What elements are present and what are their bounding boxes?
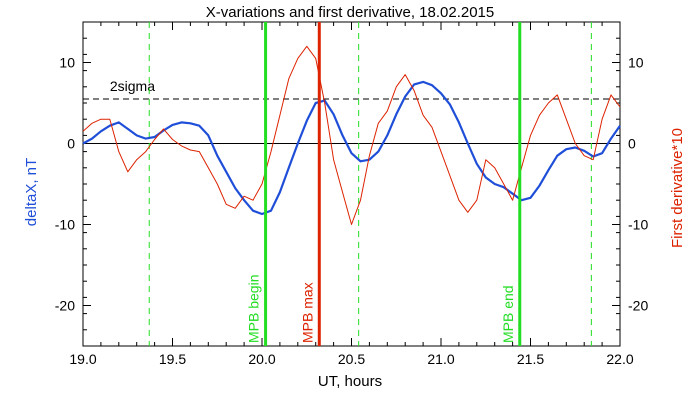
- y-tick-label-right: -20: [628, 298, 648, 314]
- y-tick-label-left: -10: [55, 217, 75, 233]
- chart-title: X-variations and first derivative, 18.02…: [206, 4, 495, 21]
- y-tick-label-right: 0: [628, 136, 636, 152]
- marker-label: MPB begin: [246, 275, 262, 343]
- chart-marks: 2sigma MPB begin MPB max MPB end: [82, 22, 621, 346]
- derivative-series-line: [82, 45, 621, 225]
- y-tick-label-left: 0: [67, 136, 75, 152]
- x-tick-label: 22.0: [606, 351, 633, 367]
- y-axis-right-label: First derivative*10: [669, 128, 686, 248]
- deltaX-series-line: [82, 80, 621, 216]
- y-tick-label-right: 10: [628, 55, 644, 71]
- y-tick-label-left: 10: [59, 55, 75, 71]
- x-tick-label: 19.5: [159, 351, 186, 367]
- x-axis: 19.0 19.5 20.0 20.5 21.0 21.5 22.0: [69, 22, 634, 367]
- x-tick-label: 21.5: [517, 351, 544, 367]
- x-tick-label: 20.5: [338, 351, 365, 367]
- x-tick-label: 19.0: [69, 351, 96, 367]
- y-axis-left-label: deltaX, nT: [23, 158, 40, 226]
- threshold-label: 2sigma: [110, 78, 155, 94]
- marker-label: MPB max: [299, 282, 315, 343]
- plot-area: 19.0 19.5 20.0 20.5 21.0 21.5 22.0 10 10 0 0 -10 -1…: [55, 21, 648, 367]
- marker-label: MPB end: [500, 285, 516, 343]
- x-axis-label: UT, hours: [318, 373, 382, 390]
- y-tick-label-left: -20: [55, 298, 75, 314]
- y-axis: 10 10 0 0 -10 -10 -20 -20: [55, 21, 648, 347]
- x-tick-label: 20.0: [248, 351, 275, 367]
- y-tick-label-right: -10: [628, 217, 648, 233]
- x-tick-label: 21.0: [427, 351, 454, 367]
